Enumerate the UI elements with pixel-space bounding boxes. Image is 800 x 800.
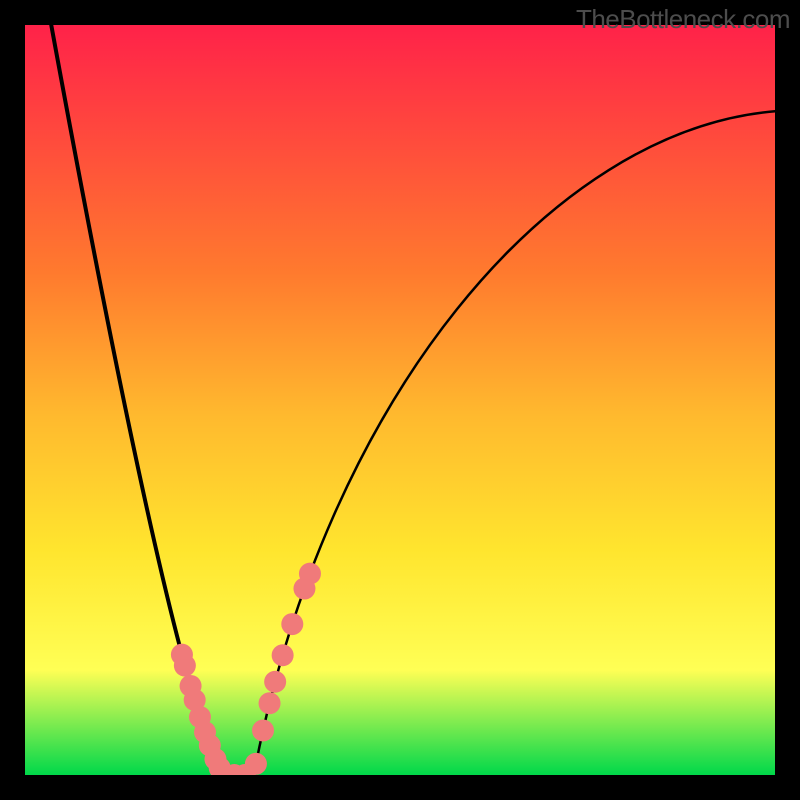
- data-marker: [174, 655, 196, 677]
- data-marker: [281, 613, 303, 635]
- data-marker: [299, 563, 321, 585]
- data-marker: [264, 671, 286, 693]
- data-marker: [259, 692, 281, 714]
- data-marker: [252, 720, 274, 742]
- bottleneck-chart: [0, 0, 800, 800]
- chart-container: TheBottleneck.com: [0, 0, 800, 800]
- data-marker: [272, 644, 294, 666]
- watermark-text: TheBottleneck.com: [576, 4, 790, 35]
- data-marker: [245, 753, 267, 775]
- plot-background: [25, 25, 775, 775]
